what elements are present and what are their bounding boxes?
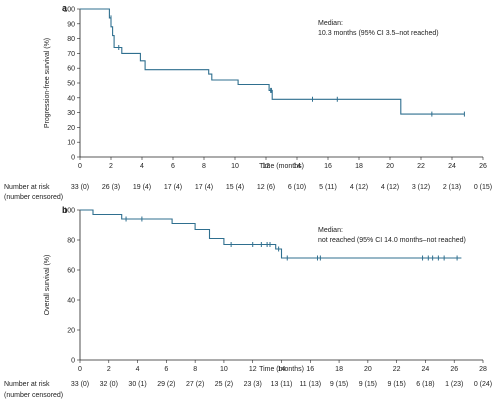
panel-b-y-tick-label: 20 bbox=[67, 328, 75, 335]
panel-a-risk-table-sublabel: (number censored) bbox=[4, 194, 63, 201]
panel-b-risk-table-cell: 33 (0) bbox=[71, 381, 89, 388]
panel-a-y-tick-label: 100 bbox=[63, 7, 75, 14]
panel-b-y-tick-label: 40 bbox=[67, 298, 75, 305]
panel-b-x-tick-label: 14 bbox=[278, 366, 286, 373]
panel-b-median-annotation-line: not reached (95% CI 14.0 months–not reac… bbox=[318, 237, 466, 244]
panel-a-x-tick-label: 0 bbox=[78, 163, 82, 170]
panel-a-x-tick-label: 14 bbox=[293, 163, 301, 170]
panel-b-risk-table-cell: 29 (2) bbox=[157, 381, 175, 388]
panel-a-risk-table-cell: 0 (15) bbox=[474, 184, 492, 191]
panel-b-x-tick-label: 24 bbox=[422, 366, 430, 373]
panel-b-x-tick-label: 16 bbox=[306, 366, 314, 373]
panel-b-risk-table-cell: 9 (15) bbox=[359, 381, 377, 388]
panel-a-y-tick-label: 60 bbox=[67, 66, 75, 73]
panel-a-y-tick-label: 80 bbox=[67, 36, 75, 43]
panel-a-x-tick-label: 26 bbox=[479, 163, 487, 170]
panel-b-y-tick-label: 100 bbox=[63, 208, 75, 215]
panel-b-x-tick-label: 0 bbox=[78, 366, 82, 373]
panel-a-x-tick-label: 4 bbox=[140, 163, 144, 170]
panel-a-x-tick-label: 10 bbox=[231, 163, 239, 170]
panel-a-y-tick-label: 10 bbox=[67, 140, 75, 147]
panel-b-x-tick-label: 18 bbox=[335, 366, 343, 373]
panel-b-risk-table-cell: 9 (15) bbox=[330, 381, 348, 388]
panel-a-x-tick-label: 6 bbox=[171, 163, 175, 170]
panel-a-y-tick-label: 20 bbox=[67, 125, 75, 132]
panel-a-risk-table-cell: 17 (4) bbox=[164, 184, 182, 191]
panel-a-x-tick-label: 24 bbox=[448, 163, 456, 170]
panel-a-risk-table-cell: 3 (12) bbox=[412, 184, 430, 191]
panel-a-risk-table-cell: 17 (4) bbox=[195, 184, 213, 191]
panel-b-y-axis-title: Overall survival (%) bbox=[44, 255, 51, 316]
panel-b-risk-table-cell: 1 (23) bbox=[445, 381, 463, 388]
panel-a-risk-table-cell: 4 (12) bbox=[381, 184, 399, 191]
panel-b-x-tick-label: 28 bbox=[479, 366, 487, 373]
panel-b-y-tick-label: 0 bbox=[71, 358, 75, 365]
panel-b-label: b bbox=[62, 205, 68, 215]
panel-b-y-tick-label: 60 bbox=[67, 268, 75, 275]
panel-b-risk-table-cell: 9 (15) bbox=[387, 381, 405, 388]
panel-a-x-tick-label: 18 bbox=[355, 163, 363, 170]
panel-b-x-axis-title: Time (months) bbox=[259, 366, 304, 373]
panel-b-x-tick-label: 10 bbox=[220, 366, 228, 373]
panel-b-median-annotation-line: Median: bbox=[318, 227, 343, 234]
panel-b-risk-table-cell: 23 (3) bbox=[244, 381, 262, 388]
panel-a-label: a bbox=[62, 3, 68, 13]
panel-a-x-tick-label: 16 bbox=[324, 163, 332, 170]
panel-b-risk-table-cell: 6 (18) bbox=[416, 381, 434, 388]
panel-a-risk-table-cell: 6 (10) bbox=[288, 184, 306, 191]
panel-a-y-tick-label: 50 bbox=[67, 81, 75, 88]
panel-b-risk-table-cell: 27 (2) bbox=[186, 381, 204, 388]
panel-b-risk-table-cell: 0 (24) bbox=[474, 381, 492, 388]
panel-b-x-tick-label: 4 bbox=[136, 366, 140, 373]
panel-b-risk-table-cell: 32 (0) bbox=[100, 381, 118, 388]
panel-b-x-tick-label: 26 bbox=[450, 366, 458, 373]
panel-a-y-tick-label: 30 bbox=[67, 110, 75, 117]
panel-a-risk-table-label: Number at risk bbox=[4, 184, 50, 191]
panel-a-risk-table-cell: 4 (12) bbox=[350, 184, 368, 191]
panel-a-y-tick-label: 40 bbox=[67, 95, 75, 102]
panel-a-risk-table-cell: 5 (11) bbox=[319, 184, 337, 191]
panel-a-x-tick-label: 20 bbox=[386, 163, 394, 170]
panel-a-median-annotation-line: 10.3 months (95% CI 3.5–not reached) bbox=[318, 30, 439, 37]
panel-a-risk-table-cell: 12 (6) bbox=[257, 184, 275, 191]
panel-a-risk-table-cell: 26 (3) bbox=[102, 184, 120, 191]
panel-b-risk-table-cell: 11 (13) bbox=[299, 381, 321, 388]
panel-a-y-axis-title: Progression-free survival (%) bbox=[44, 38, 51, 128]
panel-a-y-tick-label: 70 bbox=[67, 51, 75, 58]
panel-a-x-tick-label: 12 bbox=[262, 163, 270, 170]
panel-b-x-tick-label: 6 bbox=[164, 366, 168, 373]
panel-a-survival-curve bbox=[80, 8, 465, 115]
panel-b-risk-table-sublabel: (number censored) bbox=[4, 392, 63, 399]
panel-a-risk-table-cell: 15 (4) bbox=[226, 184, 244, 191]
panel-a-risk-table-cell: 19 (4) bbox=[133, 184, 151, 191]
panel-a-y-tick-label: 90 bbox=[67, 21, 75, 28]
panel-a-x-tick-label: 2 bbox=[109, 163, 113, 170]
panel-b-x-tick-label: 20 bbox=[364, 366, 372, 373]
panel-a-x-tick-label: 22 bbox=[417, 163, 425, 170]
panel-b-risk-table-label: Number at risk bbox=[4, 381, 50, 388]
panel-a-x-tick-label: 8 bbox=[202, 163, 206, 170]
panel-a-risk-table-cell: 2 (13) bbox=[443, 184, 461, 191]
panel-b-risk-table-cell: 13 (11) bbox=[271, 381, 293, 388]
panel-b-y-tick-label: 80 bbox=[67, 238, 75, 245]
panel-a-y-tick-label: 0 bbox=[71, 155, 75, 162]
panel-b-risk-table-cell: 25 (2) bbox=[215, 381, 233, 388]
panel-a-median-annotation-line: Median: bbox=[318, 20, 343, 27]
panel-b-survival-curve bbox=[80, 209, 462, 259]
panel-a-risk-table-cell: 33 (0) bbox=[71, 184, 89, 191]
panel-a-x-axis-title: Time (months) bbox=[259, 163, 304, 170]
panel-b-x-tick-label: 2 bbox=[107, 366, 111, 373]
panel-b-x-tick-label: 8 bbox=[193, 366, 197, 373]
panel-b-x-tick-label: 12 bbox=[249, 366, 257, 373]
panel-b-risk-table-cell: 30 (1) bbox=[128, 381, 146, 388]
panel-b-x-tick-label: 22 bbox=[393, 366, 401, 373]
